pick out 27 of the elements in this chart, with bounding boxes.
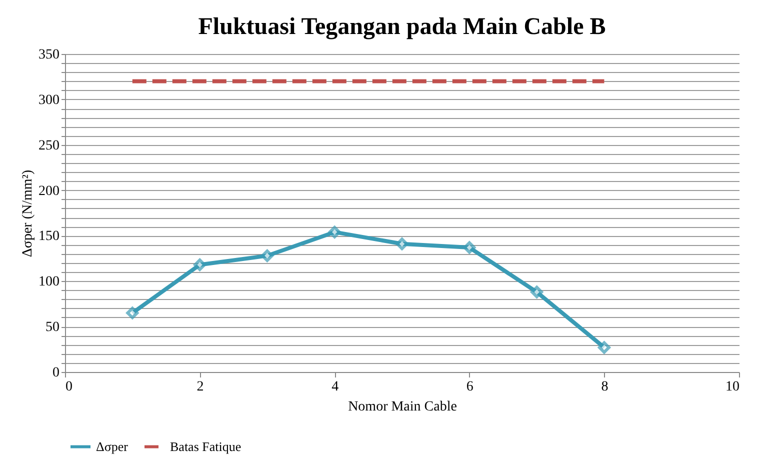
y-tick-label: 350 (38, 48, 60, 62)
point (260, 249, 274, 262)
point (126, 306, 139, 320)
x-tick-label: 8 (601, 380, 608, 394)
legend-label: Batas Fatique (170, 438, 242, 454)
chart-title: Fluktuasi Tegangan pada Main Cable B (198, 14, 606, 40)
x-tick-label: 6 (466, 380, 474, 394)
point (194, 258, 206, 272)
y-tick-label: 300 (38, 92, 60, 108)
y-axis-title: Δσper (N/mm²) (20, 170, 36, 258)
point (328, 226, 341, 238)
y-tick-label: 0 (52, 366, 60, 380)
legend-label: Δσper (96, 438, 129, 454)
y-tick-label: 100 (38, 274, 60, 290)
x-tick-label: 2 (196, 380, 204, 394)
x-axis-title: Nomor Main Cable (348, 400, 457, 414)
point (598, 341, 610, 354)
x-tick-label: 0 (66, 380, 72, 394)
y-tick-label: 200 (38, 184, 60, 199)
point (396, 238, 408, 250)
y-tick-label: 150 (38, 229, 60, 244)
point (530, 286, 544, 298)
point (463, 241, 476, 254)
y-tick-label: 50 (46, 320, 60, 336)
x-tick-label: 10 (726, 380, 740, 394)
x-tick-label: 4 (332, 380, 339, 394)
y-tick-label: 250 (38, 138, 60, 154)
